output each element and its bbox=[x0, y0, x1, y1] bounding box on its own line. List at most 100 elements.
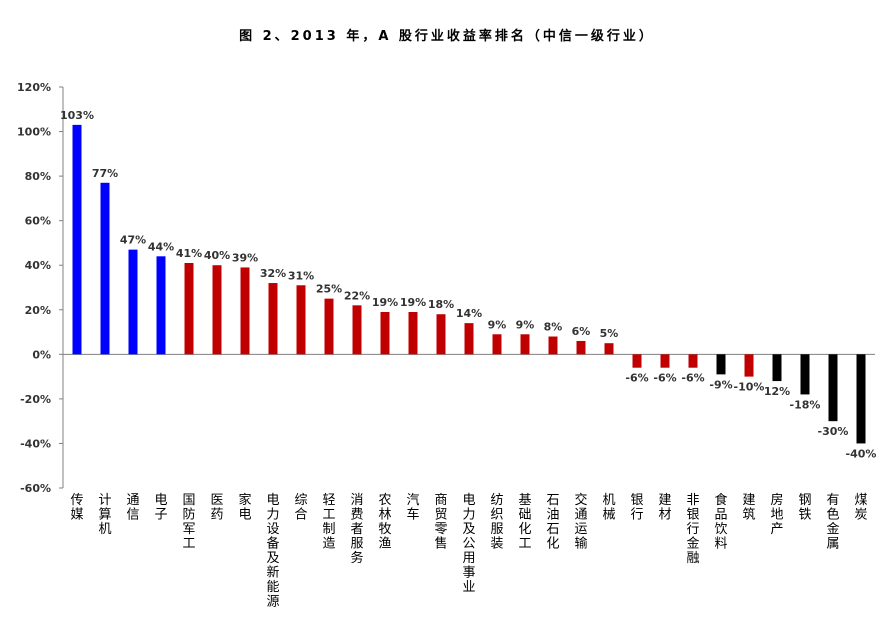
bar bbox=[408, 312, 418, 355]
data-label: 18% bbox=[428, 298, 454, 311]
data-label: -18% bbox=[790, 398, 821, 411]
category-label: 子 bbox=[154, 508, 167, 523]
category-label: 材 bbox=[658, 508, 671, 523]
category-label: 输 bbox=[574, 536, 587, 552]
category-label: 药 bbox=[210, 508, 223, 523]
data-label: 5% bbox=[600, 327, 619, 340]
category-label: 电 bbox=[266, 493, 279, 508]
data-label: 25% bbox=[316, 283, 342, 296]
data-label: 8% bbox=[544, 321, 563, 334]
category-label: 农 bbox=[378, 493, 391, 508]
category-label: 装 bbox=[490, 537, 503, 552]
category-label: 基 bbox=[518, 493, 531, 508]
bar bbox=[268, 283, 278, 355]
category-label: 费 bbox=[350, 508, 363, 523]
category-label: 工 bbox=[518, 537, 531, 552]
data-label: 32% bbox=[260, 267, 286, 280]
category-labels: 传媒计算机通信电子国防军工医药家电电力设备及新能源综合轻工制造消费者服务农林牧渔… bbox=[70, 492, 867, 610]
category-label: 及 bbox=[462, 522, 475, 537]
bar bbox=[72, 124, 82, 355]
category-label: 化 bbox=[518, 522, 531, 537]
y-tick-label: 20% bbox=[25, 304, 51, 317]
data-label: 9% bbox=[488, 318, 507, 331]
data-label: -6% bbox=[653, 372, 676, 385]
bar bbox=[436, 314, 446, 355]
category-label: 事 bbox=[462, 566, 475, 581]
category-label: 交 bbox=[574, 492, 587, 508]
category-label: 油 bbox=[546, 508, 559, 523]
data-label: 14% bbox=[456, 307, 482, 320]
category-label: 机 bbox=[602, 493, 615, 508]
category-label: 金 bbox=[686, 536, 699, 552]
category-label: 车 bbox=[406, 507, 419, 523]
y-tick-label: 60% bbox=[25, 215, 51, 228]
data-label: 9% bbox=[516, 318, 535, 331]
category-label: 通 bbox=[574, 508, 587, 523]
data-label: -30% bbox=[818, 425, 849, 438]
category-label: 建 bbox=[742, 493, 755, 508]
category-label: 食 bbox=[714, 492, 727, 508]
category-label: 渔 bbox=[378, 537, 391, 552]
category-label: 石 bbox=[546, 493, 559, 508]
bar bbox=[464, 323, 474, 355]
category-label: 钢 bbox=[798, 493, 811, 508]
category-label: 金 bbox=[826, 521, 839, 537]
category-label: 售 bbox=[434, 536, 447, 552]
bar bbox=[660, 354, 670, 368]
category-label: 煤 bbox=[854, 493, 867, 508]
bar bbox=[632, 354, 642, 368]
data-label: 31% bbox=[288, 269, 314, 282]
category-label: 造 bbox=[322, 537, 335, 552]
category-label: 服 bbox=[350, 537, 363, 552]
data-label: -9% bbox=[709, 378, 732, 391]
bar bbox=[184, 262, 194, 355]
bar bbox=[716, 354, 726, 375]
data-label: 41% bbox=[176, 247, 202, 260]
category-label: 务 bbox=[350, 550, 363, 566]
bar bbox=[352, 305, 362, 355]
bar bbox=[212, 265, 222, 355]
category-label: 能 bbox=[266, 580, 279, 595]
category-label: 汽 bbox=[406, 493, 419, 508]
data-label: 19% bbox=[400, 296, 426, 309]
data-label: 77% bbox=[92, 167, 118, 180]
category-label: 媒 bbox=[70, 508, 83, 523]
category-label: 筑 bbox=[742, 507, 755, 523]
y-tick-label: -20% bbox=[20, 393, 51, 406]
category-label: 备 bbox=[266, 536, 279, 552]
data-label: 39% bbox=[232, 251, 258, 264]
data-labels: 103%77%47%44%41% 40% 39%32% 31%25%22%19% 19%… bbox=[60, 109, 876, 461]
bar bbox=[604, 343, 614, 355]
data-label: 103% bbox=[60, 109, 94, 122]
data-label: -6% bbox=[625, 372, 648, 385]
data-label: -40% bbox=[846, 447, 877, 460]
data-label: 22% bbox=[344, 289, 370, 302]
category-label: 融 bbox=[686, 551, 699, 566]
category-label: 机 bbox=[98, 522, 111, 537]
bar bbox=[128, 249, 138, 355]
category-label: 运 bbox=[574, 522, 587, 537]
data-label: 12% bbox=[764, 385, 790, 398]
category-label: 力 bbox=[462, 508, 475, 523]
category-label: 者 bbox=[350, 522, 363, 537]
bar bbox=[688, 354, 698, 368]
category-label: 电 bbox=[238, 508, 251, 523]
category-label: 军 bbox=[182, 522, 195, 537]
category-label: 力 bbox=[266, 508, 279, 523]
category-label: 设 bbox=[266, 522, 279, 537]
category-label: 商 bbox=[434, 493, 447, 508]
category-label: 化 bbox=[546, 537, 559, 552]
data-label: 19% bbox=[372, 296, 398, 309]
category-label: 轻 bbox=[322, 493, 335, 508]
category-label: 公 bbox=[462, 537, 475, 552]
category-label: 炭 bbox=[854, 508, 867, 523]
category-label: 牧 bbox=[378, 522, 391, 537]
category-label: 饮 bbox=[714, 522, 727, 537]
data-label: 44% bbox=[148, 240, 174, 253]
category-label: 行 bbox=[686, 522, 699, 537]
bar bbox=[324, 298, 334, 355]
category-label: 银 bbox=[630, 493, 643, 508]
category-label: 消 bbox=[350, 493, 363, 508]
bar bbox=[380, 312, 390, 355]
category-label: 林 bbox=[378, 508, 391, 523]
